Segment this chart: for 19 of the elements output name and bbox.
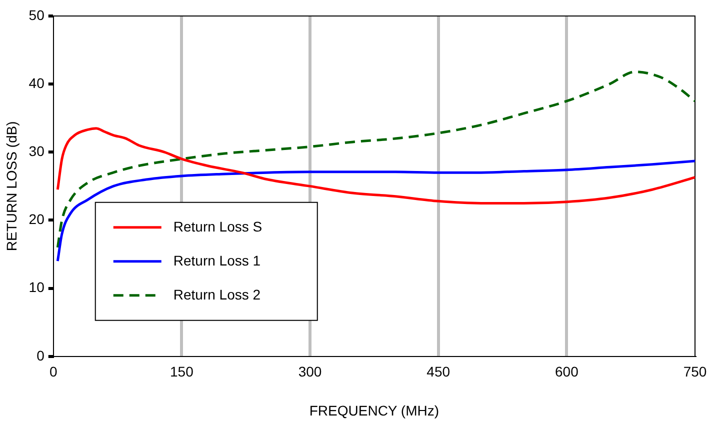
y-tick-label: 10 xyxy=(28,279,45,296)
x-tick-label: 450 xyxy=(426,364,450,380)
y-tick-label: 20 xyxy=(28,211,45,228)
legend-label: Return Loss 1 xyxy=(173,252,261,268)
x-tick-label: 750 xyxy=(683,364,707,380)
y-tick-label: 0 xyxy=(36,347,45,364)
legend-label: Return Loss S xyxy=(173,218,262,234)
x-tick-label: 600 xyxy=(554,364,579,380)
y-tick-label: 30 xyxy=(28,143,45,160)
y-tick-label: 50 xyxy=(28,6,45,23)
line-series xyxy=(56,70,695,249)
x-tick-label: 150 xyxy=(170,364,194,380)
x-tick-label: 0 xyxy=(49,364,58,380)
x-tick-label: 300 xyxy=(298,364,322,380)
y-tick-label: 40 xyxy=(28,74,45,91)
x-axis-title: FREQUENCY (MHz) xyxy=(309,402,440,418)
legend-label: Return Loss 2 xyxy=(173,286,261,302)
line-series xyxy=(56,127,695,204)
y-axis-title: RETURN LOSS (dB) xyxy=(3,121,20,252)
